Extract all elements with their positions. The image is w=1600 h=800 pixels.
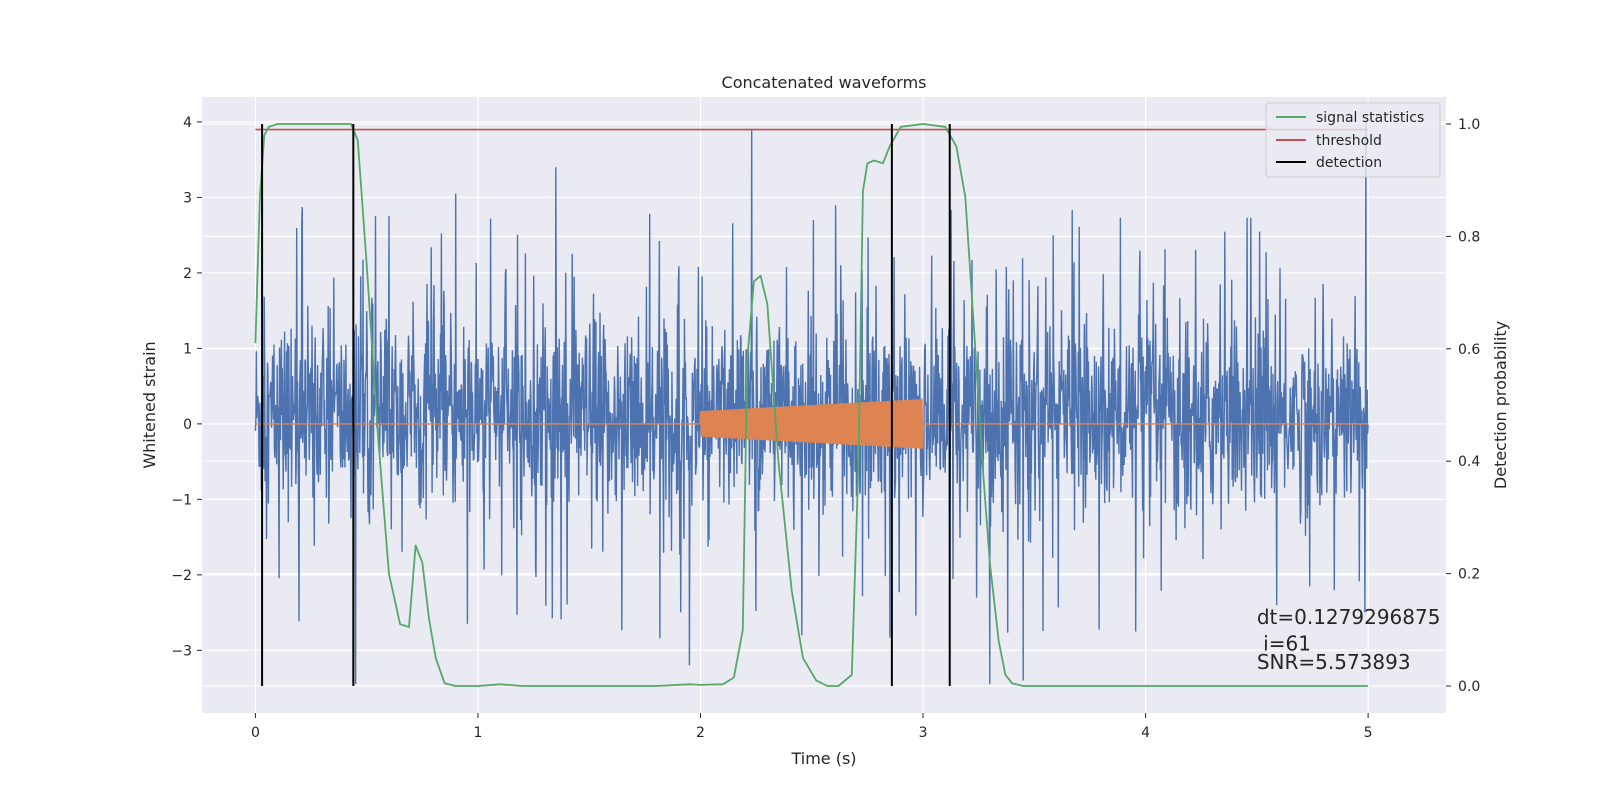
y-left-tick-label: 4 — [183, 115, 192, 131]
injection-series — [255, 398, 1369, 449]
chart-title: Concatenated waveforms — [722, 73, 927, 92]
y-axis-label-right: Detection probability — [1491, 321, 1510, 489]
axis-ticks: 0 1 2 3 4 5 −3 −2 −1 0 1 2 3 4 0.0 0.2 0.4 0.6 0.8 1.0 — [171, 115, 1480, 741]
annotation-text: dt=0.1279296875 — [1257, 605, 1441, 629]
x-tick-label: 5 — [1364, 725, 1373, 741]
y-axis-label-left: Whitened strain — [140, 341, 159, 468]
y-right-tick-label: 0.6 — [1458, 342, 1480, 358]
y-left-tick-label: −1 — [171, 492, 192, 508]
y-left-tick-label: −3 — [171, 643, 192, 659]
y-right-tick-label: 0.8 — [1458, 229, 1480, 245]
signal-statistics-line — [254, 123, 1369, 687]
y-left-tick-label: 1 — [183, 341, 192, 357]
x-tick-label: 0 — [251, 725, 260, 741]
y-right-tick-label: 0.0 — [1458, 679, 1480, 695]
legend-box — [1265, 102, 1441, 178]
y-right-tick-label: 0.2 — [1458, 567, 1480, 583]
y-left-tick-label: 2 — [183, 266, 192, 282]
noise-series — [254, 121, 1369, 685]
y-right-tick-label: 1.0 — [1458, 117, 1480, 133]
legend: signal statistics threshold detection — [1265, 102, 1441, 178]
x-tick-label: 4 — [1141, 725, 1150, 741]
x-axis-label: Time (s) — [790, 749, 856, 768]
noise-line — [254, 121, 1369, 685]
y-left-tick-label: −2 — [171, 568, 192, 584]
legend-label-threshold: threshold — [1316, 133, 1382, 149]
y-left-tick-label: 3 — [183, 190, 192, 206]
signal-statistics-series — [254, 123, 1369, 687]
y-right-tick-label: 0.4 — [1458, 454, 1480, 470]
injection-line — [255, 398, 1369, 449]
annotation-text: i=61 — [1257, 631, 1311, 655]
annotation-text: SNR=5.573893 — [1257, 650, 1411, 674]
detection-series — [261, 123, 951, 687]
x-tick-label: 1 — [473, 725, 482, 741]
x-tick-label: 3 — [919, 725, 928, 741]
y-left-tick-label: 0 — [183, 417, 192, 433]
legend-label-signal-statistics: signal statistics — [1316, 110, 1424, 126]
legend-label-detection: detection — [1316, 155, 1382, 171]
x-tick-label: 2 — [696, 725, 705, 741]
